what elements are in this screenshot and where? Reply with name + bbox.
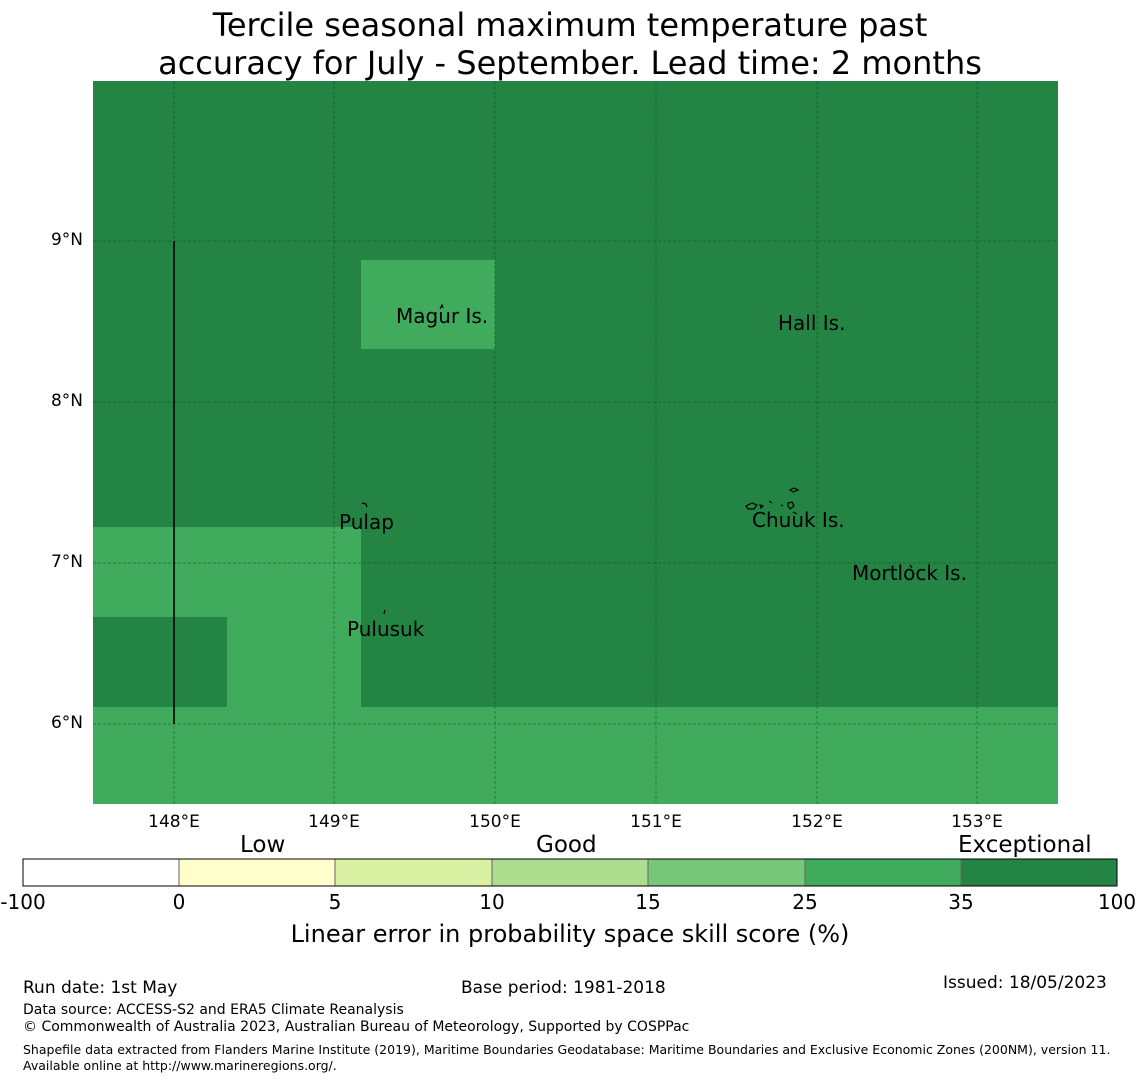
pulap-island-outline <box>361 502 368 508</box>
colorbar-title: Linear error in probability space skill … <box>290 920 850 948</box>
region-magur <box>361 260 495 349</box>
place-label-pulap: Pulap <box>339 510 394 534</box>
lon-label-148e: 148°E <box>148 812 200 832</box>
place-label-hall: Hall Is. <box>778 311 845 335</box>
chuuk-island-outline-7 <box>792 511 798 515</box>
chuuk-island-outline-2 <box>745 502 758 510</box>
place-label-chuuk: Chuuk Is. <box>752 508 845 532</box>
colorbar-category-good: Good <box>536 832 597 858</box>
map-title: Tercile seasonal maximum temperature pas… <box>0 6 1140 82</box>
lat-label-9n: 9°N <box>50 230 83 250</box>
colorbar-dividers <box>178 859 962 886</box>
colorbar-category-exceptional: Exceptional <box>958 832 1092 858</box>
colorbar-segment-1 <box>23 859 179 886</box>
colorbar-segment-4 <box>492 859 648 886</box>
colorbar <box>22 858 1118 887</box>
colorbar-segment-3 <box>335 859 492 886</box>
lon-label-150e: 150°E <box>469 812 521 832</box>
place-label-pulusuk: Pulusuk <box>347 617 425 641</box>
colorbar-tick: 35 <box>948 890 974 914</box>
title-line-1: Tercile seasonal maximum temperature pas… <box>212 6 928 44</box>
place-label-magur: Magur Is. <box>396 304 488 328</box>
title-line-2: accuracy for July - September. Lead time… <box>158 44 982 82</box>
colorbar-tick: 0 <box>172 890 186 914</box>
lat-label-6n: 6°N <box>50 713 83 733</box>
chuuk-island-outline-6 <box>780 504 784 507</box>
colorbar-segment-7 <box>961 859 1117 886</box>
colorbar-segment-6 <box>805 859 961 886</box>
islands <box>361 303 913 615</box>
colorbar-tick: 10 <box>479 890 505 914</box>
place-labels: Magur Is. Hall Is. Pulap Chuuk Is. Mortl… <box>339 304 967 641</box>
lon-label-151e: 151°E <box>630 812 682 832</box>
lon-label-149e: 149°E <box>308 812 360 832</box>
lat-label-8n: 8°N <box>50 391 83 411</box>
base-period: Base period: 1981-2018 <box>461 978 666 998</box>
place-label-mortlock: Mortlock Is. <box>852 561 967 585</box>
graticule <box>93 81 1058 804</box>
colorbar-tick: 15 <box>635 890 661 914</box>
colorbar-segment-5 <box>648 859 805 886</box>
chuuk-island-outline-5 <box>787 501 795 510</box>
colorbar-frame <box>22 858 1118 887</box>
colorbar-tick: 100 <box>1097 890 1137 914</box>
colorbar-category-low: Low <box>240 832 286 858</box>
pulusuk-island-outline <box>383 609 386 615</box>
run-date: Run date: 1st May <box>23 978 178 998</box>
issued-date: Issued: 18/05/2023 <box>943 973 1107 993</box>
region-southwest-dark <box>93 617 227 707</box>
mortlock-island-outline <box>909 564 913 569</box>
region-south <box>93 707 1058 804</box>
copyright: © Commonwealth of Australia 2023, Austra… <box>23 1019 690 1035</box>
colorbar-segment-2 <box>179 859 335 886</box>
lon-label-152e: 152°E <box>791 812 843 832</box>
colorbar-tick: 25 <box>792 890 818 914</box>
chuuk-island-outline-4 <box>768 500 773 504</box>
colorbar-tick: 5 <box>328 890 342 914</box>
chuuk-island-outline-1 <box>788 487 800 493</box>
lon-label-153e: 153°E <box>951 812 1003 832</box>
data-source: Data source: ACCESS-S2 and ERA5 Climate … <box>23 1002 404 1018</box>
lat-label-7n: 7°N <box>50 552 83 572</box>
magur-island-outline <box>439 303 444 310</box>
shapefile-credit: Shapefile data extracted from Flanders M… <box>23 1042 1111 1073</box>
colorbar-tick: -100 <box>0 890 46 914</box>
skill-map: Magur Is. Hall Is. Pulap Chuuk Is. Mortl… <box>93 81 1058 804</box>
chuuk-island-outline-3 <box>759 504 765 510</box>
